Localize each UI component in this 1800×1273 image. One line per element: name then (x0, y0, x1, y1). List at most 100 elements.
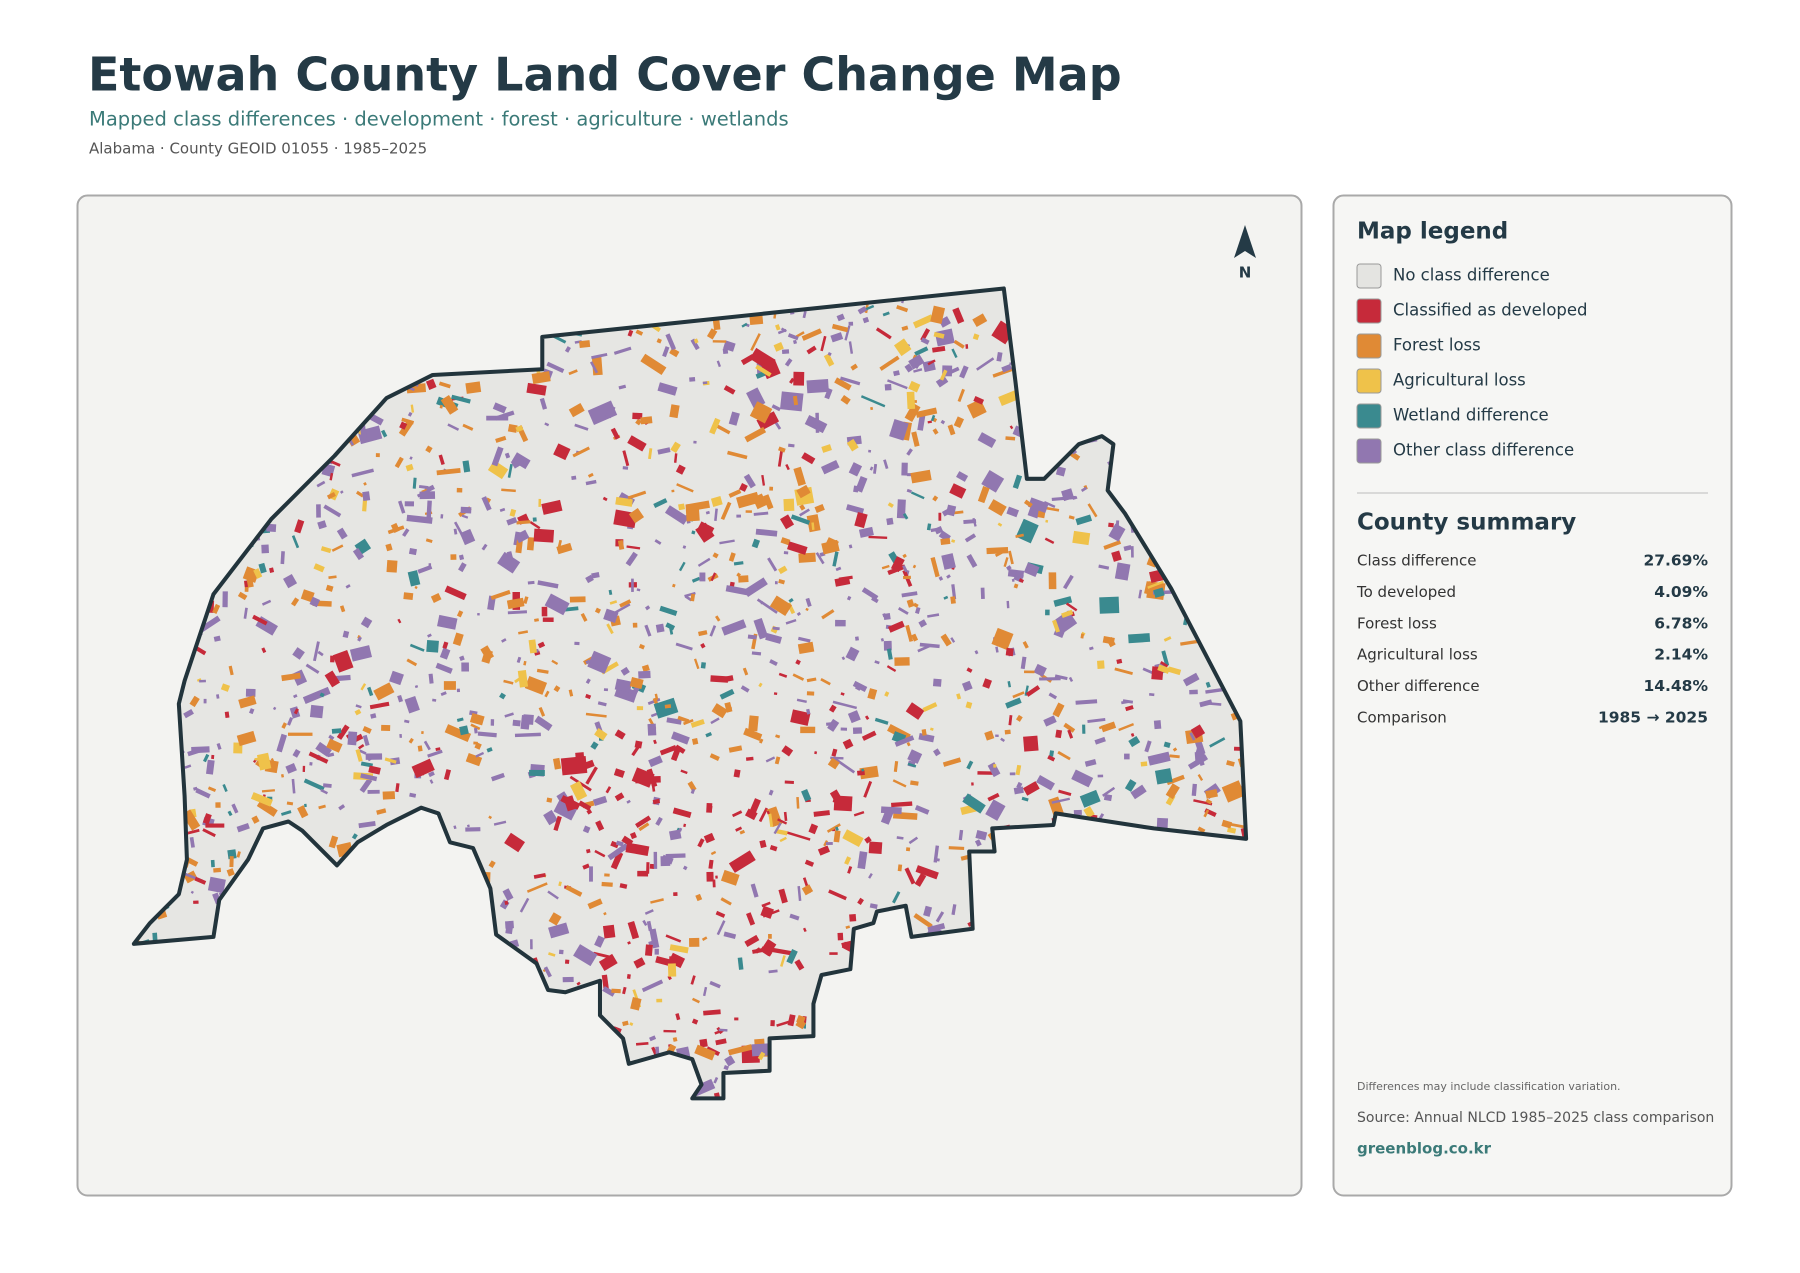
legend-swatch (1356, 298, 1382, 324)
change-patch (758, 738, 764, 744)
change-patch (524, 676, 548, 695)
change-patch (196, 678, 202, 682)
change-patch (269, 567, 275, 573)
change-patch (760, 600, 764, 605)
change-patch (1013, 786, 1024, 795)
change-patch (926, 523, 932, 531)
change-patch (481, 496, 492, 511)
change-patch (411, 758, 435, 779)
change-patch (749, 314, 764, 325)
change-patch (915, 606, 921, 614)
change-patch (883, 613, 891, 621)
change-patch (686, 500, 710, 512)
change-patch (544, 422, 550, 427)
change-patch (727, 1044, 753, 1056)
change-patch (1097, 660, 1105, 670)
change-patch (914, 873, 927, 887)
change-patch (423, 740, 431, 751)
change-patch (597, 701, 607, 707)
change-patch (1016, 781, 1023, 789)
change-patch (497, 551, 521, 574)
change-patch (670, 441, 681, 454)
change-patch (501, 638, 507, 643)
change-patch (1008, 715, 1013, 726)
change-patch (644, 944, 653, 956)
change-patch (285, 763, 297, 774)
change-patch (1001, 363, 1013, 373)
change-patch (328, 575, 337, 579)
change-patch (440, 691, 447, 697)
change-patch (470, 723, 481, 731)
change-patch (190, 890, 194, 894)
change-patch (546, 361, 565, 374)
change-patch (1065, 602, 1078, 612)
change-patch (291, 778, 296, 794)
change-patch (1099, 596, 1120, 614)
change-patch (1221, 780, 1246, 803)
change-patch (529, 520, 541, 530)
change-patch (408, 547, 417, 556)
summary-title: County summary (1357, 510, 1576, 536)
change-patch (887, 564, 906, 576)
change-patch (951, 904, 957, 916)
change-patch (805, 597, 812, 607)
change-patch (739, 483, 748, 492)
change-patch (384, 757, 397, 764)
change-patch (1043, 715, 1057, 727)
change-patch (847, 710, 861, 724)
change-patch (706, 328, 718, 340)
change-patch (523, 660, 527, 666)
change-patch (922, 702, 938, 713)
change-patch (896, 305, 909, 313)
change-patch (594, 849, 606, 858)
change-patch (905, 702, 925, 720)
change-patch (801, 788, 812, 802)
summary-value: 6.78% (1654, 614, 1708, 632)
change-patch (823, 840, 829, 847)
change-patch (620, 666, 630, 676)
change-patch (318, 804, 326, 810)
change-patch (821, 539, 840, 555)
change-patch (636, 588, 641, 592)
change-patch (864, 836, 872, 844)
change-patch (533, 528, 555, 543)
change-patch (987, 792, 1000, 802)
change-patch (316, 504, 321, 518)
change-patch (715, 875, 718, 879)
change-patch (869, 466, 874, 471)
change-patch (1067, 729, 1074, 739)
change-patch (369, 701, 390, 710)
change-patch (261, 789, 275, 793)
change-patch (189, 695, 200, 708)
change-patch (769, 947, 795, 956)
change-patch (302, 765, 306, 773)
change-patch (544, 690, 550, 698)
change-patch (693, 658, 700, 670)
change-patch (934, 525, 944, 535)
change-patch (766, 810, 770, 815)
change-patch (573, 944, 598, 967)
change-patch (595, 820, 605, 832)
change-patch (518, 630, 529, 635)
change-patch (844, 856, 852, 865)
change-patch (719, 688, 735, 700)
change-patch (481, 543, 488, 551)
change-patch (578, 759, 595, 772)
change-patch (426, 639, 439, 653)
change-patch (790, 709, 811, 726)
change-patch (749, 401, 773, 424)
change-patch (806, 691, 815, 696)
change-patch (313, 563, 325, 573)
legend-label: Other class difference (1393, 441, 1574, 460)
change-patch (507, 463, 513, 478)
change-patch (720, 869, 740, 886)
change-patch (796, 484, 811, 499)
change-patch (1075, 514, 1093, 526)
change-patch (672, 583, 676, 588)
change-patch (698, 630, 708, 637)
change-patch (627, 329, 634, 337)
change-patch (981, 469, 1005, 493)
change-patch (660, 855, 671, 867)
change-patch (316, 480, 326, 488)
change-patch (974, 839, 982, 847)
